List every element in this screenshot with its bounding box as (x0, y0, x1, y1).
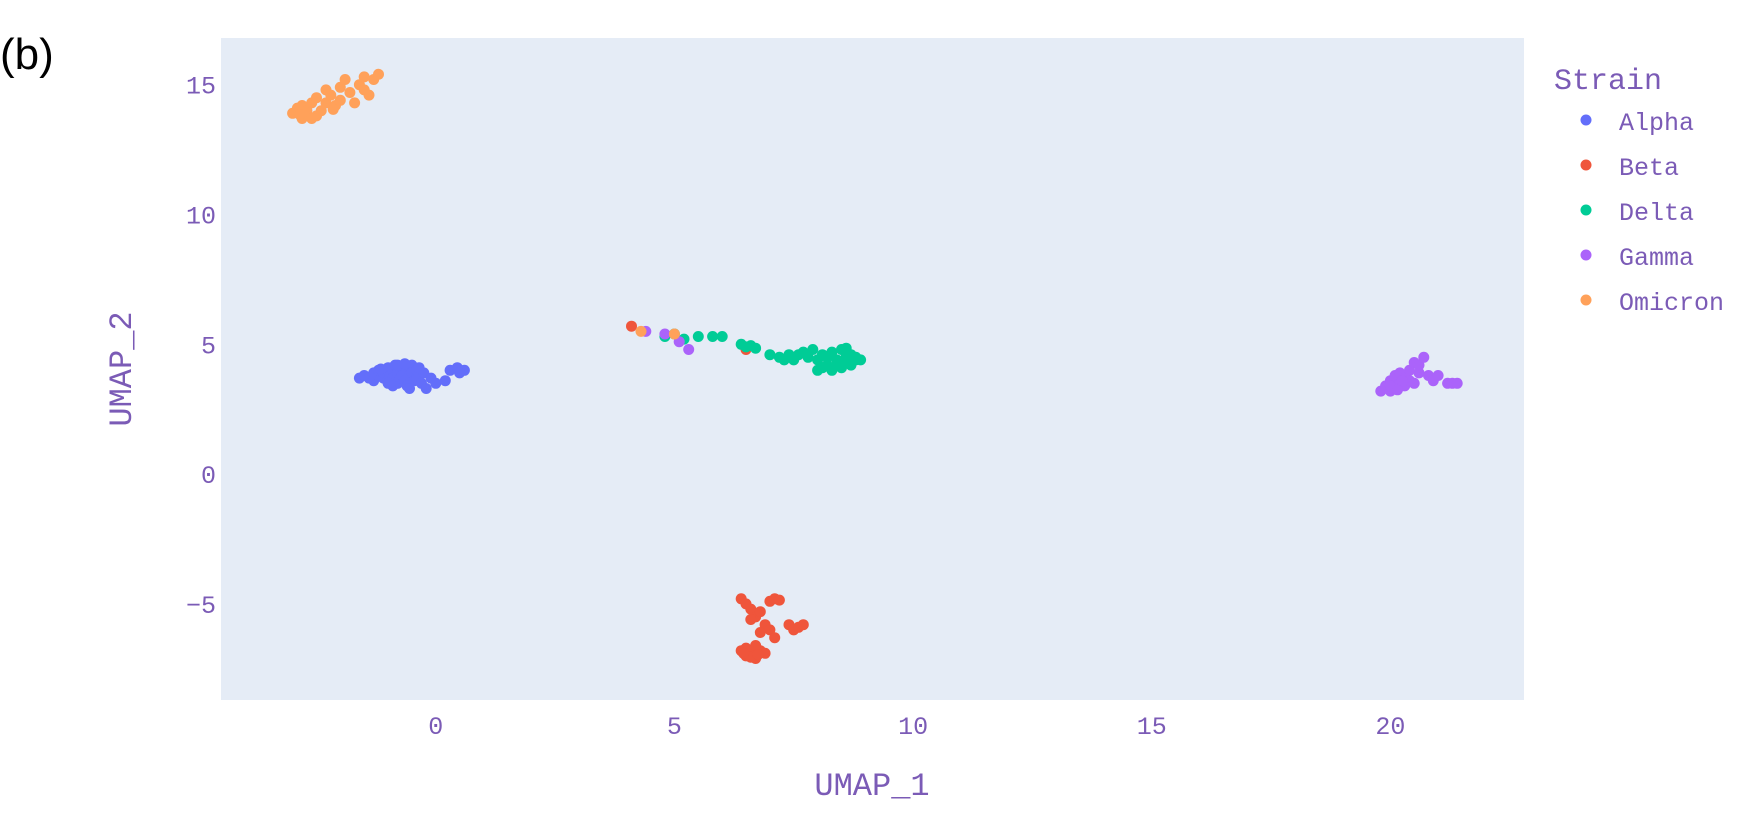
legend-item-alpha[interactable]: Alpha (1580, 109, 1695, 138)
point-omicron (327, 103, 339, 115)
legend-label: Gamma (1619, 244, 1694, 273)
point-alpha (404, 383, 415, 394)
point-delta (716, 331, 728, 342)
point-gamma (683, 344, 695, 355)
point-alpha (439, 375, 451, 387)
point-omicron (325, 89, 337, 101)
point-omicron (344, 87, 356, 98)
point-beta (797, 619, 809, 631)
point-omicron (358, 71, 370, 83)
legend-label: Omicron (1619, 289, 1724, 318)
legend-item-gamma[interactable]: Gamma (1580, 244, 1695, 273)
legend-item-beta[interactable]: Beta (1580, 154, 1680, 183)
points-layer (287, 68, 1463, 664)
point-delta (833, 355, 845, 367)
y-tick-label: 10 (186, 203, 216, 232)
legend-title: Strain (1554, 65, 1662, 99)
point-delta (845, 349, 857, 361)
legend-marker (1580, 114, 1592, 126)
x-tick-label: 10 (898, 713, 928, 742)
point-gamma (1392, 384, 1403, 396)
point-delta (750, 342, 762, 354)
legend-item-omicron[interactable]: Omicron (1580, 289, 1725, 318)
point-beta (738, 647, 750, 659)
point-beta (773, 594, 785, 606)
legend-marker (1580, 159, 1592, 171)
legend-item-delta[interactable]: Delta (1580, 199, 1695, 228)
point-alpha (399, 358, 411, 370)
point-omicron (373, 68, 384, 80)
y-axis-title: UMAP_2 (104, 311, 141, 426)
point-omicron (349, 97, 361, 109)
panel-label: (b) (0, 30, 54, 79)
point-omicron (668, 328, 680, 340)
y-axis-ticks: −5 0 5 10 15 (186, 73, 216, 621)
point-beta (745, 614, 757, 625)
point-alpha (430, 377, 442, 389)
point-beta (626, 320, 637, 332)
point-omicron (294, 109, 306, 121)
y-tick-label: 15 (186, 73, 216, 102)
y-tick-label: −5 (186, 592, 216, 621)
point-beta (754, 627, 766, 638)
plot-area (221, 38, 1524, 700)
point-gamma (1432, 370, 1444, 381)
point-omicron (339, 74, 351, 85)
point-gamma (1451, 377, 1463, 389)
point-alpha (454, 367, 466, 379)
point-alpha (375, 363, 387, 375)
point-beta (754, 606, 766, 618)
point-omicron (363, 89, 375, 101)
point-gamma (1413, 367, 1425, 379)
point-delta (821, 351, 833, 363)
point-omicron (306, 113, 318, 124)
point-gamma (1408, 377, 1420, 389)
point-delta (707, 331, 719, 342)
point-alpha (387, 380, 399, 392)
x-tick-label: 20 (1375, 713, 1405, 742)
point-alpha (413, 362, 425, 374)
point-omicron (635, 325, 647, 337)
x-axis-title: UMAP_1 (814, 768, 929, 805)
x-tick-label: 0 (428, 713, 443, 742)
point-delta (692, 331, 704, 342)
y-tick-label: 0 (201, 462, 216, 491)
point-beta (750, 640, 762, 651)
legend-items: Alpha Beta Delta Gamma Omicron (1580, 109, 1725, 318)
legend-label: Alpha (1619, 109, 1694, 138)
point-beta (752, 649, 764, 661)
point-beta (769, 632, 781, 644)
point-delta (764, 349, 776, 361)
point-delta (807, 344, 819, 355)
point-omicron (334, 94, 346, 106)
point-delta (816, 362, 828, 374)
legend: Strain Alpha Beta Delta Gamma Omicron (1554, 65, 1724, 318)
x-axis-ticks: 0 5 10 15 20 (428, 713, 1405, 742)
legend-label: Delta (1619, 199, 1694, 228)
x-tick-label: 15 (1137, 713, 1167, 742)
point-alpha (420, 383, 432, 394)
point-gamma (1396, 375, 1408, 387)
point-gamma (1418, 351, 1430, 363)
point-omicron (311, 92, 322, 104)
point-delta (778, 354, 790, 366)
y-tick-label: 5 (201, 332, 216, 361)
legend-marker (1580, 204, 1592, 216)
legend-label: Beta (1619, 154, 1679, 183)
legend-marker (1580, 249, 1592, 261)
point-gamma (659, 328, 671, 340)
legend-marker (1580, 294, 1592, 306)
point-delta (855, 354, 867, 366)
x-tick-label: 5 (667, 713, 682, 742)
